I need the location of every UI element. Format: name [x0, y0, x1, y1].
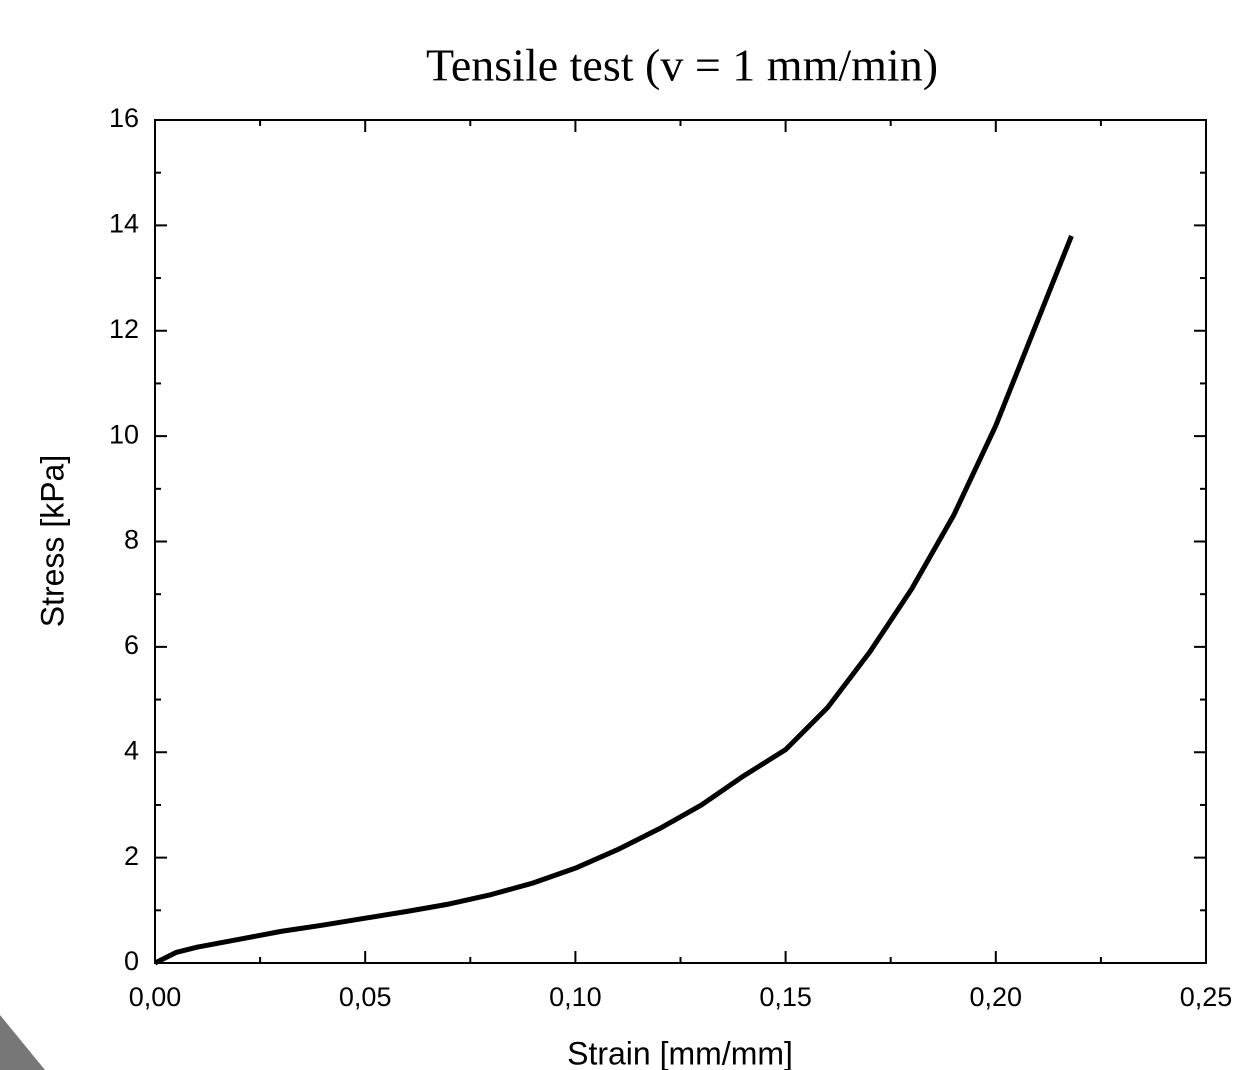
- x-tick-label: 0,05: [339, 982, 392, 1012]
- x-tick-label: 0,00: [129, 982, 182, 1012]
- x-tick-label: 0,15: [759, 982, 812, 1012]
- x-axis-label: Strain [mm/mm]: [567, 1035, 793, 1070]
- y-tick-label: 2: [124, 841, 139, 871]
- y-tick-label: 10: [109, 419, 139, 449]
- chart-title: Tensile test (v = 1 mm/min): [426, 40, 938, 91]
- y-tick-label: 6: [124, 630, 139, 660]
- x-tick-label: 0,20: [970, 982, 1023, 1012]
- y-tick-label: 8: [124, 525, 139, 555]
- y-tick-label: 12: [109, 314, 139, 344]
- y-tick-label: 4: [124, 735, 139, 765]
- y-tick-label: 0: [124, 946, 139, 976]
- x-tick-label: 0,25: [1180, 982, 1233, 1012]
- data-line: [153, 234, 1074, 966]
- y-axis-label: Stress [kPa]: [34, 455, 70, 628]
- y-tick-label: 14: [109, 209, 139, 239]
- corner-decoration: [0, 1015, 45, 1070]
- x-tick-label: 0,10: [549, 982, 602, 1012]
- y-tick-label: 16: [109, 103, 139, 133]
- plot-frame: [154, 119, 1207, 964]
